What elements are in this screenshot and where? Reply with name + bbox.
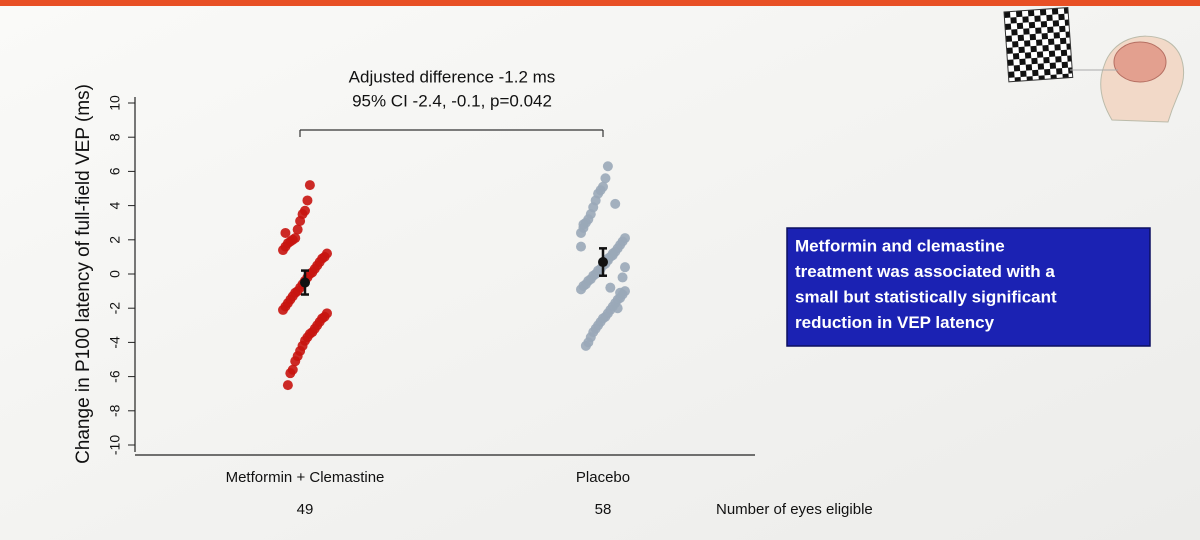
dot: [620, 262, 630, 273]
y-tick-label: 2: [107, 236, 123, 244]
mean: [598, 257, 608, 268]
head-icon: [1070, 35, 1185, 123]
count: 58: [595, 501, 612, 518]
dot: [576, 227, 586, 238]
dot: [600, 173, 611, 184]
y-tick-label: 4: [107, 201, 123, 209]
callout-text: Metformin and clemastine: [795, 236, 1005, 255]
annotation: Adjusted difference -1.2 ms: [349, 67, 556, 86]
dot: [292, 224, 303, 235]
dot: [610, 198, 621, 209]
y-tick-label: -6: [107, 370, 123, 383]
y-tick-label: 10: [107, 95, 123, 111]
dot: [617, 272, 628, 283]
dot: [612, 303, 623, 314]
dot: [615, 287, 626, 298]
callout-box: [786, 227, 1151, 347]
callout-text: treatment was associated with a: [795, 262, 1055, 281]
dot: [285, 368, 296, 379]
dot: [576, 284, 586, 295]
dot: [578, 219, 589, 230]
y-axis-label: Change in P100 latency of full-field VEP…: [73, 84, 94, 464]
dot: [304, 180, 315, 191]
y-tick-label: -8: [107, 404, 123, 417]
y-tick-label: -2: [107, 302, 123, 315]
dot: [278, 245, 288, 256]
mean: [300, 277, 310, 288]
y-tick-label: -4: [107, 336, 123, 349]
callout-text: small but statistically significant: [795, 287, 1057, 306]
dot: [580, 340, 591, 351]
dot: [302, 195, 313, 206]
dot: [576, 241, 586, 252]
dot: [602, 161, 613, 172]
callout-text: reduction in VEP latency: [795, 313, 995, 332]
y-tick-label: 0: [107, 270, 123, 278]
y-tick-label: 6: [107, 167, 123, 175]
annotation: 95% CI -2.4, -0.1, p=0.042: [352, 91, 552, 110]
x-tick-label: Metformin + Clemastine: [226, 469, 385, 486]
y-tick-label: -10: [107, 435, 123, 455]
count: 49: [297, 501, 314, 518]
y-tick-label: 8: [107, 133, 123, 141]
dot: [280, 227, 291, 238]
checkerboard-icon: [1003, 7, 1074, 83]
top-stripe: [0, 0, 1200, 6]
x-tick-label: Placebo: [576, 469, 630, 486]
dot: [278, 304, 288, 315]
dot: [605, 282, 616, 293]
count-label: Number of eyes eligible: [716, 501, 873, 518]
dot: [290, 356, 301, 367]
dot: [295, 215, 306, 226]
dot: [282, 380, 293, 391]
